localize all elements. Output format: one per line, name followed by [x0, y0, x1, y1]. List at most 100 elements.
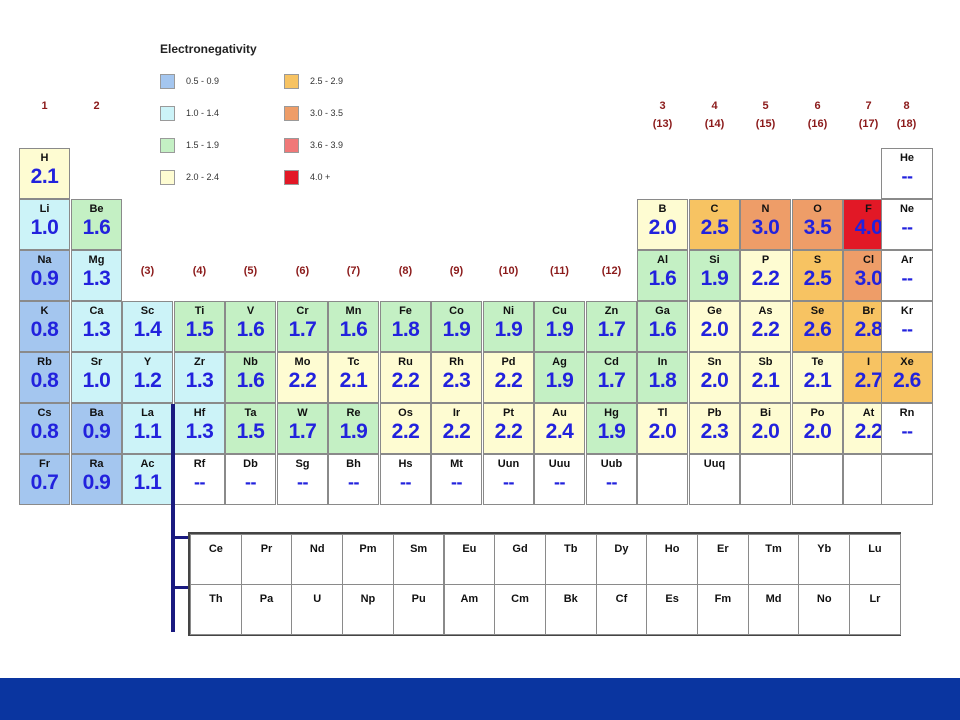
element-cell: Rf -- — [174, 454, 225, 505]
legend-label: 2.0 - 2.4 — [186, 172, 220, 182]
electronegativity-value: 2.0 — [700, 369, 729, 392]
element-cell: In 1.8 — [637, 352, 688, 403]
element-cell: K 0.8 — [19, 301, 70, 352]
legend-label: 2.5 - 2.9 — [310, 76, 344, 86]
element-symbol: Md — [765, 593, 782, 605]
legend-label: 1.0 - 1.4 — [186, 108, 220, 118]
element-cell: Mg 1.3 — [71, 250, 122, 301]
electronegativity-value: 2.2 — [442, 420, 471, 443]
element-symbol: Xe — [900, 356, 914, 368]
electronegativity-value: 3.5 — [803, 216, 832, 239]
element-symbol: Ho — [664, 543, 680, 555]
electronegativity-value: 1.9 — [494, 318, 523, 341]
electronegativity-value: 2.1 — [339, 369, 368, 392]
element-cell: Zn 1.7 — [586, 301, 637, 352]
electronegativity-value: -- — [554, 472, 566, 492]
element-symbol: Pd — [501, 356, 516, 368]
element-symbol: Cd — [604, 356, 619, 368]
element-symbol: No — [816, 593, 832, 605]
element-cell: Ge 2.0 — [689, 301, 740, 352]
group-label: (4) — [192, 265, 207, 277]
electronegativity-value: 2.7 — [854, 369, 883, 392]
electronegativity-value: 1.1 — [133, 471, 162, 494]
electronegativity-value: 1.3 — [82, 267, 111, 290]
element-symbol: Uuq — [703, 458, 726, 470]
element-symbol: Mo — [294, 356, 311, 368]
element-cell: Pd 2.2 — [483, 352, 534, 403]
element-cell — [637, 454, 688, 505]
element-symbol: Sr — [90, 356, 103, 368]
element-symbol: Pb — [707, 407, 722, 419]
element-symbol: Ne — [899, 203, 915, 215]
f-block-cell: Eu — [443, 534, 496, 585]
element-symbol: Hg — [604, 407, 619, 419]
element-cell: Bh -- — [328, 454, 379, 505]
f-block-cell: Cf — [595, 584, 648, 635]
group-label: 1 — [41, 100, 48, 112]
electronegativity-value: -- — [400, 472, 412, 492]
electronegativity-value: 2.1 — [803, 369, 832, 392]
element-cell: Xe 2.6 — [881, 352, 933, 403]
electronegativity-value: 2.1 — [751, 369, 780, 392]
element-cell: N 3.0 — [740, 199, 791, 250]
element-cell: Ti 1.5 — [174, 301, 225, 352]
element-symbol: Lu — [868, 543, 882, 555]
element-symbol: Br — [862, 305, 875, 317]
element-symbol: Ni — [503, 305, 514, 317]
element-symbol: Ba — [89, 407, 104, 419]
f-block-cell: Fm — [697, 584, 749, 635]
element-symbol: V — [246, 305, 255, 317]
element-symbol: Tb — [564, 543, 578, 555]
element-cell: Uuu -- — [534, 454, 585, 505]
group-label: (12) — [601, 265, 622, 277]
element-symbol: Sc — [140, 305, 155, 317]
electronegativity-value: -- — [901, 268, 914, 288]
element-cell: H 2.1 — [19, 148, 70, 199]
electronegativity-value: 2.6 — [803, 318, 832, 341]
legend-swatch — [160, 106, 175, 121]
electronegativity-value: 3.0 — [751, 216, 780, 239]
element-cell: Cs 0.8 — [19, 403, 70, 454]
electronegativity-value: 0.9 — [82, 471, 111, 494]
element-symbol: Hf — [193, 407, 206, 419]
element-symbol: Ti — [194, 305, 205, 317]
element-symbol: Zn — [604, 305, 619, 317]
electronegativity-value: 1.2 — [133, 369, 162, 392]
electronegativity-value: 2.2 — [391, 420, 420, 443]
element-symbol: Uuu — [548, 458, 571, 470]
element-symbol: Cs — [37, 407, 52, 419]
element-cell: Kr -- — [881, 301, 933, 352]
element-cell — [881, 454, 933, 505]
legend-label: 4.0 + — [310, 172, 331, 182]
f-block-cell: Pa — [240, 584, 293, 635]
electronegativity-value: 2.6 — [893, 369, 921, 392]
element-cell: Ac 1.1 — [122, 454, 173, 505]
electronegativity-value: 1.1 — [133, 420, 162, 443]
f-block-cell: Np — [342, 584, 394, 635]
element-cell — [792, 454, 843, 505]
element-symbol: Sm — [410, 543, 428, 555]
electronegativity-value: 2.2 — [854, 420, 883, 443]
electronegativity-value: 1.6 — [236, 318, 265, 341]
electronegativity-value: -- — [901, 217, 914, 237]
element-symbol: Be — [89, 203, 104, 215]
element-cell: C 2.5 — [689, 199, 740, 250]
element-cell: Ga 1.6 — [637, 301, 688, 352]
group-label: (8) — [398, 265, 413, 277]
element-symbol: As — [758, 305, 773, 317]
element-symbol: K — [40, 305, 49, 317]
element-cell: Nb 1.6 — [225, 352, 276, 403]
group-label: (10) — [498, 265, 519, 277]
f-block-cell: Lu — [849, 534, 901, 585]
element-symbol: S — [813, 254, 822, 266]
f-block-cell: Lr — [849, 584, 901, 635]
element-symbol: Gd — [512, 543, 528, 555]
element-cell: Sn 2.0 — [689, 352, 740, 403]
element-symbol: Tc — [347, 356, 360, 368]
element-cell: Sr 1.0 — [71, 352, 122, 403]
element-symbol: Re — [346, 407, 361, 419]
element-symbol: Yb — [817, 543, 832, 555]
electronegativity-value: 1.9 — [597, 420, 626, 443]
f-block-cell: Nd — [291, 534, 344, 585]
element-symbol: Rh — [449, 356, 464, 368]
